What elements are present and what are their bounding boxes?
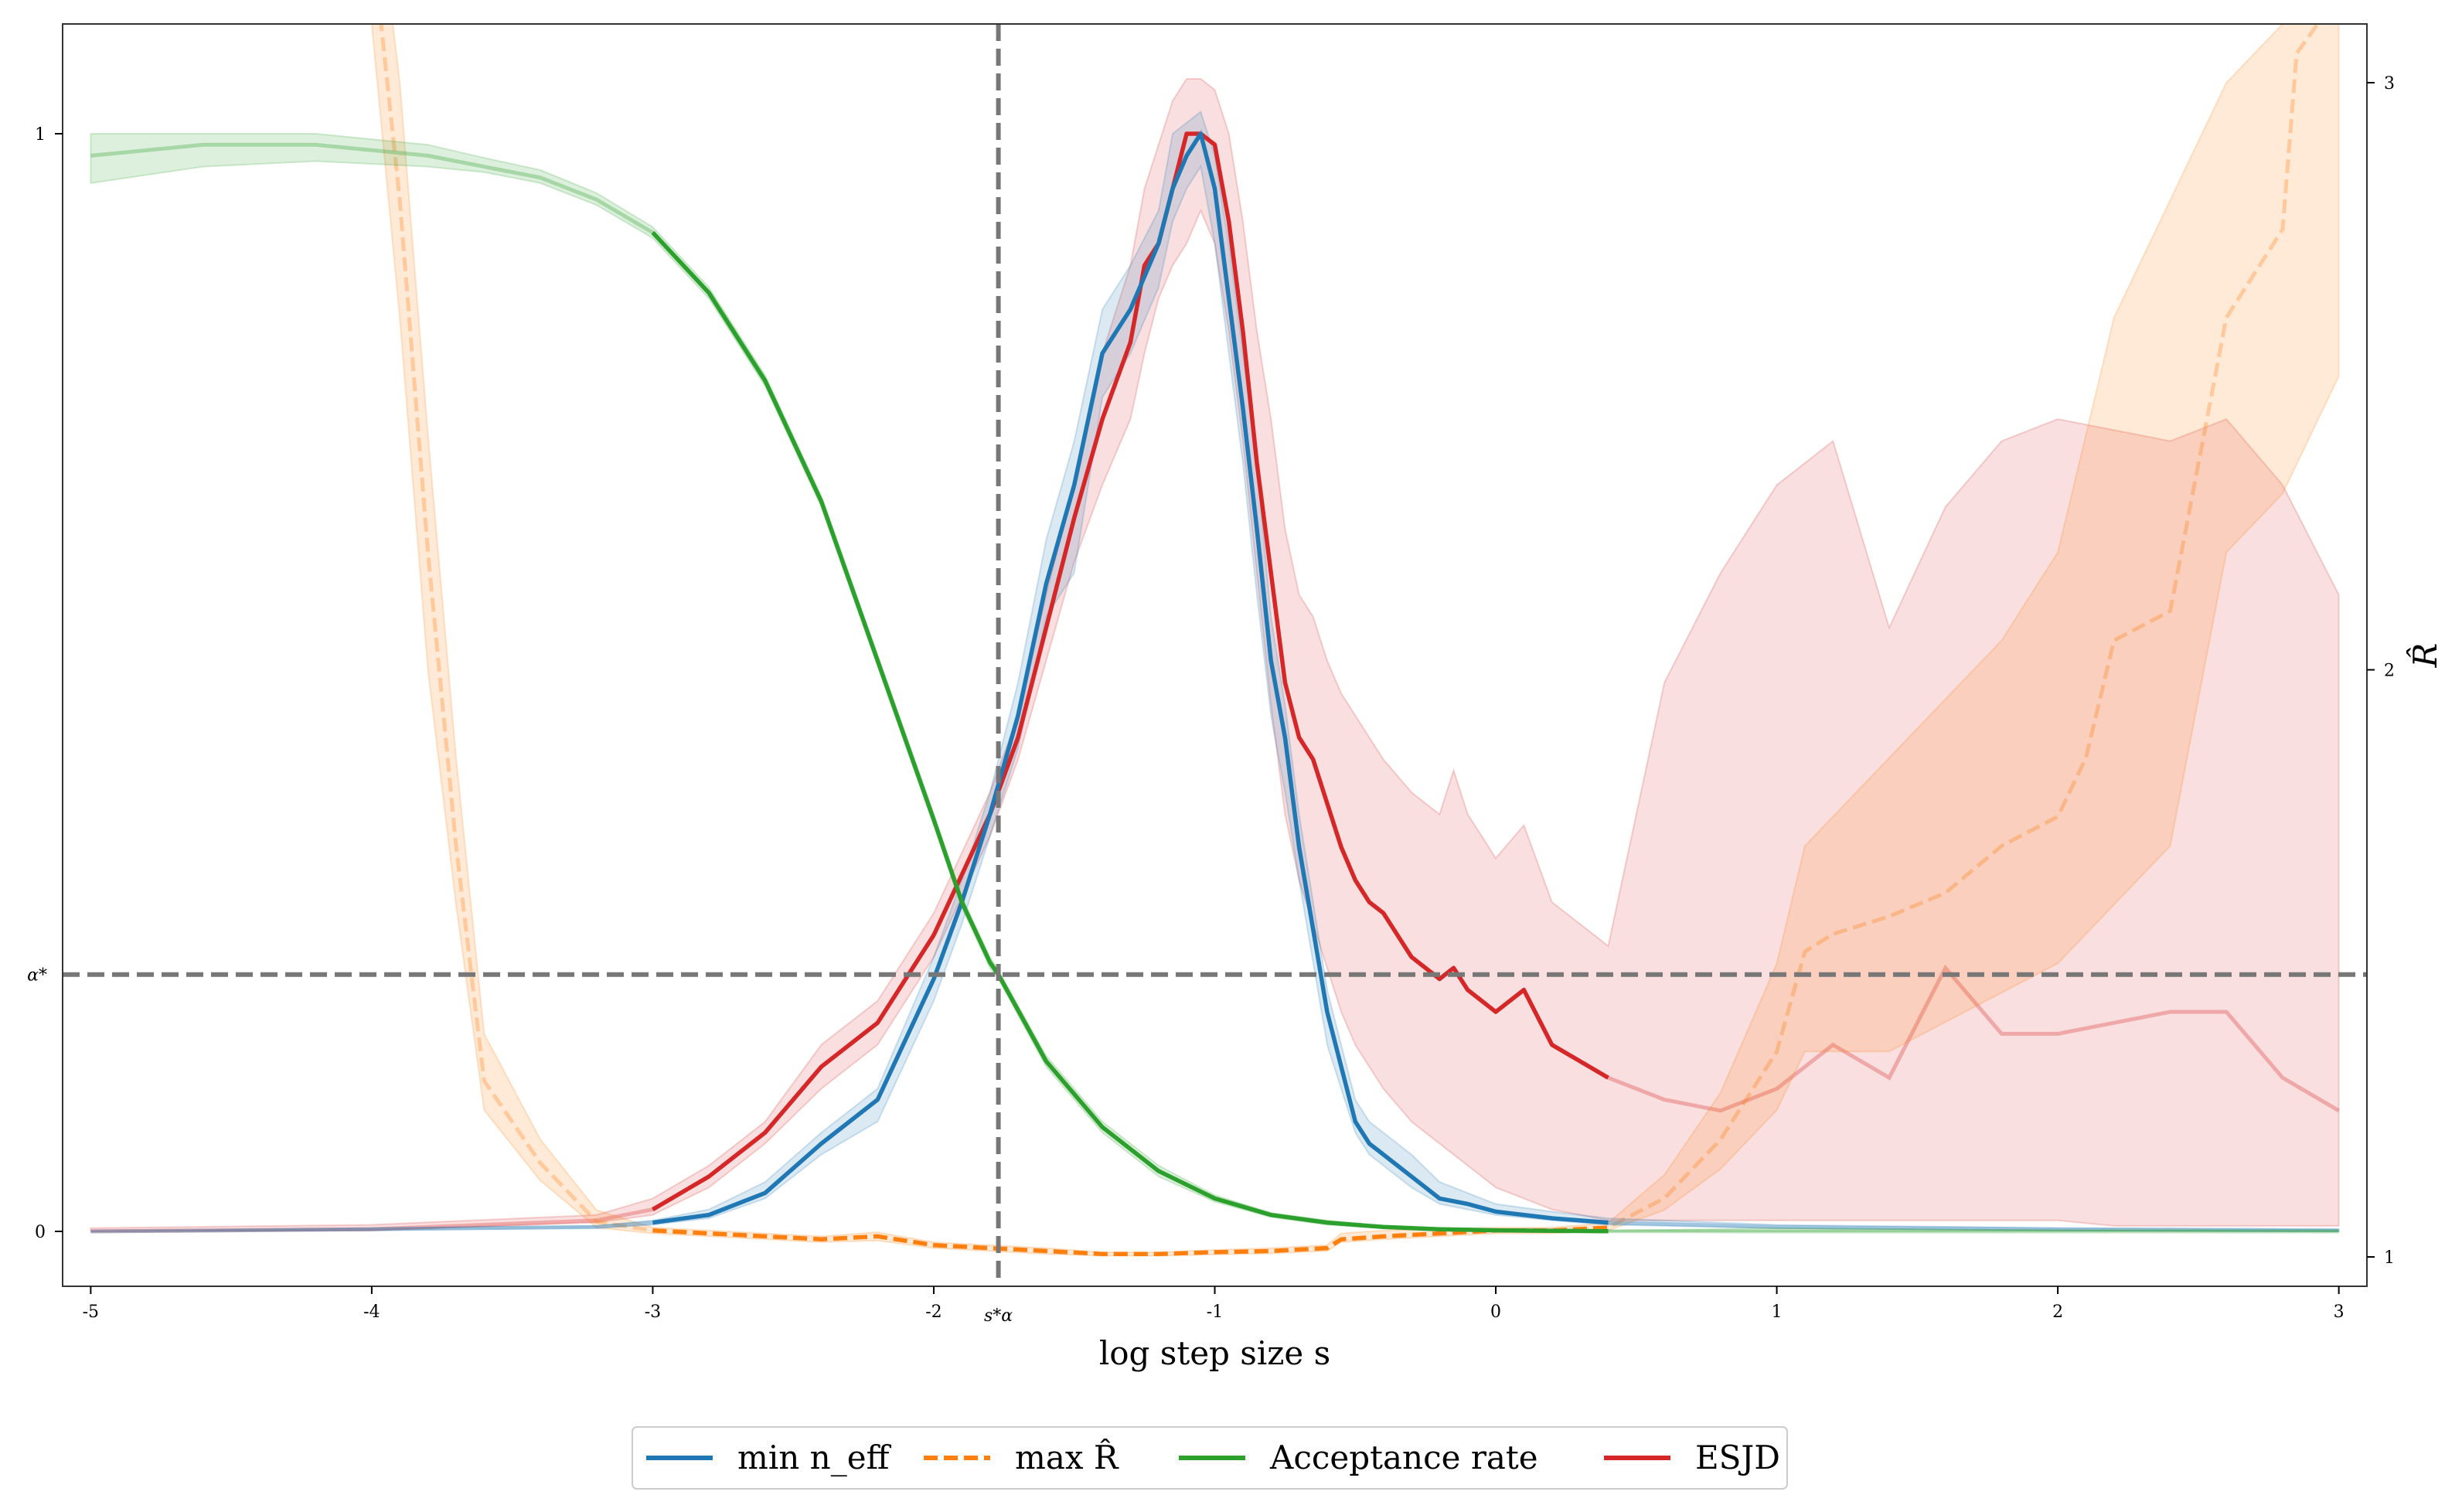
series-line-max-r- [652,1225,1609,1256]
series-line-acceptance-rate [651,230,1609,1234]
x-tick-label: 1 [1772,1303,1783,1322]
legend-label: min n_eff [737,1439,892,1476]
legend: min n_eff max R̂ Acceptance rate ESJD [632,1426,1788,1490]
x-tick-label: -1 [1207,1303,1223,1322]
legend-label: ESJD [1695,1439,1780,1476]
y-tick-label-left: 0 [35,1223,46,1242]
x-tick-label: -3 [645,1303,661,1322]
series-band-min-n-eff [90,110,2340,1233]
series-band-max-r- [370,24,2340,1257]
x-tick-label: 0 [1490,1303,1501,1322]
y-axis-label-right: R̂ [2405,643,2444,669]
series-band-esjd [90,78,2340,1233]
y-tick-label-right: 2 [2384,661,2395,680]
x-axis-label: log step size s [1099,1334,1330,1372]
legend-label: Acceptance rate [1269,1439,1538,1476]
y-tick-label-right: 1 [2384,1248,2395,1268]
x-tick-label: -4 [363,1303,380,1322]
series-band-acceptance-rate [90,133,2340,1232]
reference-label-vertical: s*α [984,1306,1013,1326]
x-tick-label: -5 [83,1303,99,1322]
x-tick-label: 3 [2334,1303,2345,1322]
x-tick-label: -2 [925,1303,942,1322]
plot-area [90,24,2340,1257]
axes: -5 -4 -3 -2 -1 0 1 2 3 0 1 1 2 3 s*α α* log step size s R… [27,23,2444,1372]
y-tick-label-right: 3 [2384,74,2395,94]
legend-label: max R̂ [1015,1437,1119,1476]
reference-label-horizontal: α* [27,966,47,986]
x-tick-label: 2 [2052,1303,2063,1322]
y-tick-label-left: 1 [35,125,46,145]
series-line-min-n-eff [652,131,1609,1225]
